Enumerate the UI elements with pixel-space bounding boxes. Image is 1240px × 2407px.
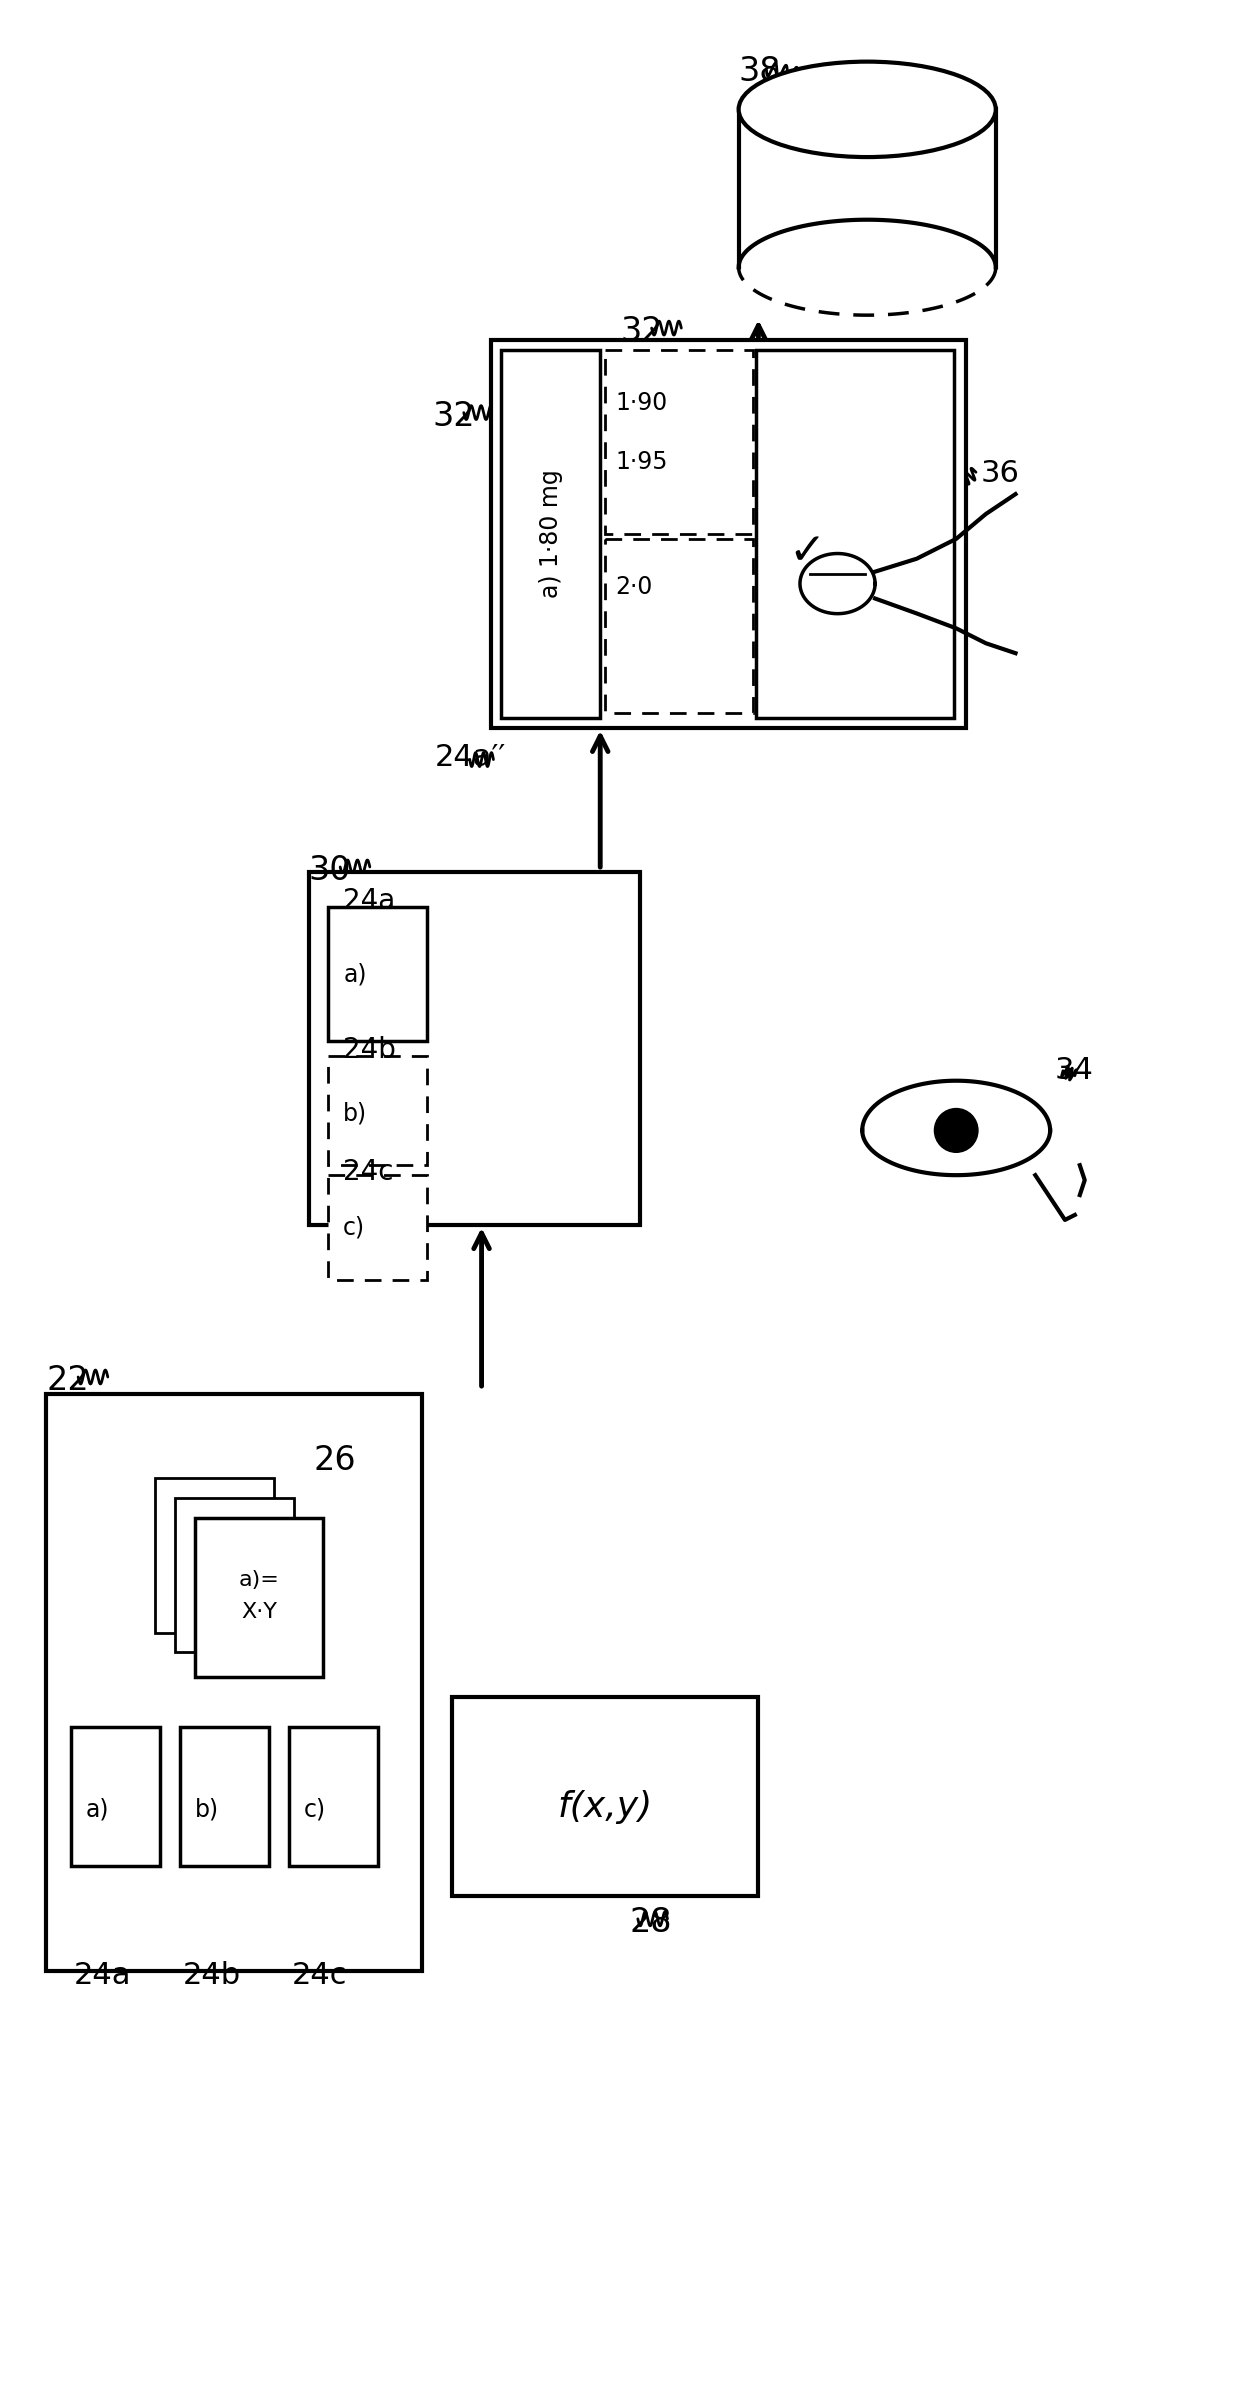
Text: 24a: 24a <box>343 886 396 915</box>
Text: 1·90: 1·90 <box>615 390 667 414</box>
Text: 1·95: 1·95 <box>615 450 667 474</box>
Bar <box>46 1394 423 1971</box>
Text: 32: 32 <box>620 315 662 349</box>
Text: c): c) <box>343 1216 366 1240</box>
Circle shape <box>939 1112 973 1148</box>
Circle shape <box>926 1100 986 1160</box>
Text: 24c: 24c <box>291 1962 347 1991</box>
Text: c): c) <box>304 1798 326 1822</box>
Bar <box>501 349 600 717</box>
Text: a): a) <box>343 963 367 987</box>
Bar <box>289 1726 378 1865</box>
Text: 38: 38 <box>739 55 781 87</box>
Text: a) 1·80 mg: a) 1·80 mg <box>539 469 563 599</box>
Bar <box>195 1519 324 1678</box>
Bar <box>155 1478 274 1632</box>
Bar <box>451 1697 759 1897</box>
Text: b): b) <box>195 1798 219 1822</box>
Text: ✓: ✓ <box>789 530 826 573</box>
Text: f(x,y): f(x,y) <box>558 1788 652 1825</box>
Text: 24a′′: 24a′′ <box>435 744 506 773</box>
Bar <box>605 349 754 534</box>
Text: a): a) <box>86 1798 109 1822</box>
Bar <box>175 1497 294 1651</box>
Text: 22: 22 <box>46 1365 89 1396</box>
Text: 24c: 24c <box>343 1158 393 1187</box>
Bar <box>309 871 640 1225</box>
Text: 26: 26 <box>314 1444 356 1475</box>
Ellipse shape <box>739 63 996 156</box>
Bar <box>329 1175 428 1281</box>
Text: 28: 28 <box>630 1906 672 1940</box>
Bar <box>491 339 966 727</box>
Text: 36: 36 <box>981 460 1019 489</box>
Bar <box>329 1057 428 1165</box>
Text: 2·0: 2·0 <box>615 575 652 599</box>
Text: X·Y: X·Y <box>241 1601 277 1622</box>
Text: b): b) <box>343 1102 367 1126</box>
Bar <box>605 539 754 712</box>
Bar <box>71 1726 160 1865</box>
Text: 32: 32 <box>432 400 475 433</box>
Bar <box>756 349 955 717</box>
Text: 30: 30 <box>309 854 351 888</box>
Text: 24b: 24b <box>184 1962 241 1991</box>
Text: 34: 34 <box>1055 1057 1094 1086</box>
Bar <box>329 907 428 1040</box>
Text: 24b: 24b <box>343 1035 396 1064</box>
Text: a)=: a)= <box>238 1569 279 1589</box>
Circle shape <box>935 1110 978 1153</box>
Bar <box>180 1726 269 1865</box>
Text: 24a: 24a <box>74 1962 131 1991</box>
